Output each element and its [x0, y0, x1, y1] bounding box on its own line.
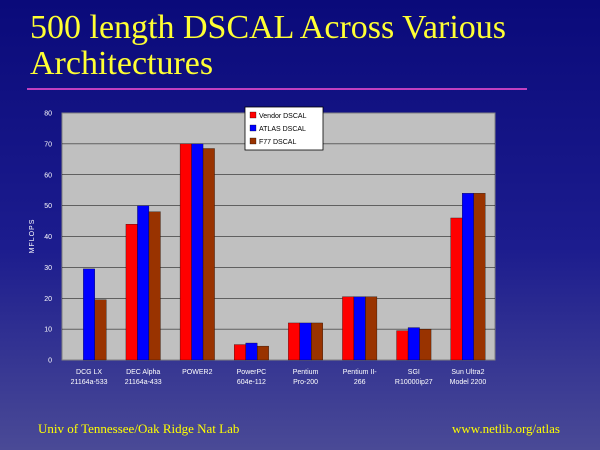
bar-f77-dscal — [365, 296, 378, 361]
bar-vendor-dscal — [288, 322, 300, 361]
bars — [83, 143, 486, 361]
x-tick-label: 266 — [354, 379, 366, 386]
y-tick-label: 20 — [44, 296, 52, 303]
legend-swatch — [249, 124, 257, 132]
y-tick-label: 60 — [44, 172, 52, 179]
bar-atlas-dscal — [245, 342, 258, 361]
bar-vendor-dscal — [396, 330, 409, 361]
footer-institution: Univ of Tennessee/Oak Ridge Nat Lab — [38, 421, 240, 436]
bar-f77-dscal — [473, 193, 486, 361]
y-tick-label: 30 — [44, 265, 52, 272]
x-tick-label: Pro-200 — [293, 379, 318, 386]
bar-vendor-dscal — [450, 217, 463, 361]
legend-label: Vendor DSCAL — [259, 113, 307, 120]
footer-url[interactable]: www.netlib.org/atlas — [452, 421, 560, 436]
legend-label: ATLAS DSCAL — [259, 126, 306, 133]
legend-box — [244, 106, 324, 151]
bar-atlas-dscal — [462, 193, 474, 361]
y-tick-label: 70 — [44, 141, 52, 148]
x-tick-label: 21164a-533 — [71, 379, 108, 386]
x-tick-label: Pentium — [293, 369, 319, 376]
bar-atlas-dscal — [407, 327, 420, 361]
bar-atlas-dscal — [299, 322, 312, 361]
legend: Vendor DSCAL ATLAS DSCAL F77 DSCAL — [244, 106, 324, 151]
bar-f77-dscal — [311, 322, 323, 361]
y-tick-label: 50 — [44, 203, 52, 210]
x-tick-label: PowerPC — [237, 369, 267, 376]
x-tick-label: DCG LX — [76, 369, 102, 376]
x-tick-label: 604e-112 — [237, 379, 266, 386]
legend-swatch — [249, 111, 257, 119]
bar-f77-dscal — [257, 345, 269, 361]
slide-title: 500 length DSCAL Across Various Architec… — [30, 9, 506, 82]
y-tick-label: 0 — [48, 358, 52, 365]
bar-atlas-dscal — [83, 268, 95, 361]
bar-atlas-dscal — [353, 296, 366, 361]
bar-f77-dscal — [94, 299, 107, 361]
bar-f77-dscal — [202, 148, 215, 361]
title-divider — [27, 88, 527, 90]
x-tick-label: DEC Alpha — [126, 369, 160, 376]
y-axis-title: MFLOPS — [29, 219, 36, 254]
x-tick-label: Pentium II- — [343, 369, 378, 376]
x-tick-label: Sun Ultra2 — [451, 369, 484, 376]
bar-vendor-dscal — [125, 223, 138, 361]
legend-swatch — [249, 137, 257, 145]
bar-f77-dscal — [419, 328, 432, 361]
x-tick-label: Model 2200 — [450, 379, 487, 386]
x-tick-label: R10000ip27 — [395, 379, 433, 386]
y-tick-label: 80 — [44, 111, 52, 118]
bar-atlas-dscal — [137, 205, 150, 361]
x-tick-label: POWER2 — [182, 369, 212, 376]
bar-vendor-dscal — [179, 143, 192, 361]
y-axis-ticks: 0 10 20 30 40 50 60 70 80 — [44, 111, 52, 365]
x-axis-labels: DCG LX 21164a-533 DEC Alpha 21164a-433 POWER… — [71, 369, 487, 386]
y-tick-label: 40 — [44, 234, 52, 241]
bar-atlas-dscal — [191, 143, 204, 361]
bar-f77-dscal — [148, 211, 161, 361]
bar-vendor-dscal — [234, 344, 246, 361]
x-tick-label: 21164a-433 — [125, 379, 162, 386]
legend-label: F77 DSCAL — [259, 139, 296, 146]
x-tick-label: SGI — [408, 369, 420, 376]
bar-vendor-dscal — [342, 296, 355, 361]
y-tick-label: 10 — [44, 327, 52, 334]
